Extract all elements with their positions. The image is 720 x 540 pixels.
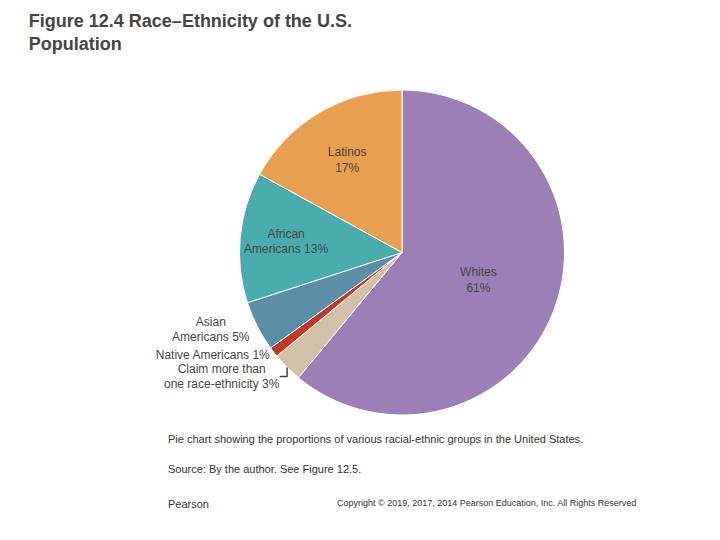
svg-text:Native Americans 1%: Native Americans 1% xyxy=(156,348,270,362)
svg-text:AfricanAmericans 13%: AfricanAmericans 13% xyxy=(244,227,328,257)
svg-text:Source: By the author. See Fig: Source: By the author. See Figure 12.5. xyxy=(168,463,361,475)
svg-text:Claim more thanone race-ethnic: Claim more thanone race-ethnicity 3% xyxy=(164,362,280,392)
svg-text:Figure 12.4 Race–Ethnicity of: Figure 12.4 Race–Ethnicity of the U.S.Po… xyxy=(29,11,352,54)
svg-text:Copyright © 2019, 2017, 2014 P: Copyright © 2019, 2017, 2014 Pearson Edu… xyxy=(337,498,636,508)
svg-text:Whites61%: Whites61% xyxy=(460,265,497,295)
svg-text:Latinos17%: Latinos17% xyxy=(328,145,367,175)
svg-text:Pearson: Pearson xyxy=(168,498,209,510)
svg-text:AsianAmericans 5%: AsianAmericans 5% xyxy=(172,315,250,345)
svg-text:Pie chart showing the proporti: Pie chart showing the proportions of var… xyxy=(168,433,583,445)
